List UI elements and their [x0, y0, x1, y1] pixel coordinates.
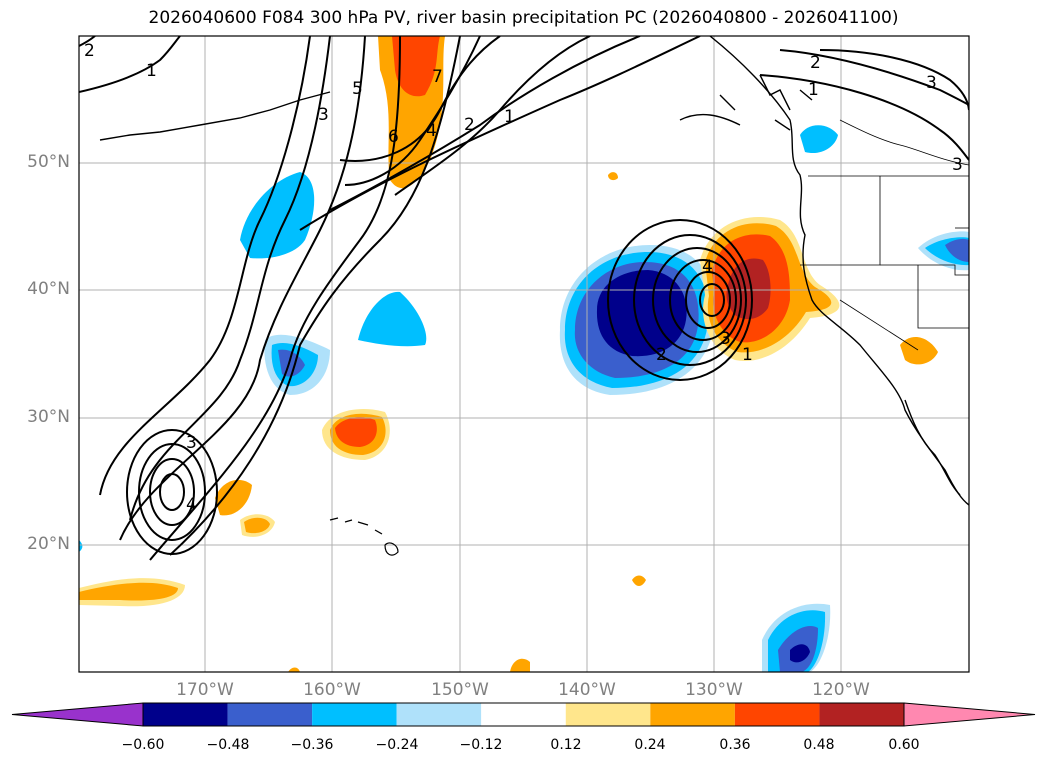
colorbar-tick: −0.36: [282, 737, 342, 753]
colorbar-segment: [481, 703, 566, 726]
colorbar-tick: 0.12: [536, 737, 596, 753]
colorbar-segment: [143, 703, 228, 726]
contour-label: 6: [388, 127, 399, 147]
colorbar-segment: [650, 703, 735, 726]
colorbar-segment: [735, 703, 820, 726]
contour-label: 1: [504, 107, 515, 127]
colorbar-frame: [143, 703, 904, 726]
colorbar-tick: −0.48: [198, 737, 258, 753]
contour-label: 5: [352, 79, 363, 99]
contour-label: 1: [742, 345, 753, 365]
lat-label-50n: 50°N: [10, 152, 70, 172]
contour-label: 3: [186, 433, 197, 453]
lat-label-30n: 30°N: [10, 407, 70, 427]
contour-label: 3: [318, 105, 329, 125]
map-panel: 2 1 3 5 7 6 4 2 1 2 1 3 3 3 4 4 2 3 1: [0, 0, 1047, 700]
contour-label: 4: [702, 257, 713, 277]
contour-label: 2: [464, 115, 475, 135]
contour-label: 2: [810, 53, 821, 73]
colorbar-tick: −0.60: [113, 737, 173, 753]
lon-label-150w: 150°W: [420, 680, 500, 700]
lon-label-140w: 140°W: [547, 680, 627, 700]
colorbar-tick: 0.60: [874, 737, 934, 753]
colorbar-segment: [566, 703, 651, 726]
lon-label-160w: 160°W: [292, 680, 372, 700]
lon-label-120w: 120°W: [801, 680, 881, 700]
map-background: [79, 36, 969, 672]
contour-label: 4: [186, 495, 197, 515]
colorbar-segment: [397, 703, 482, 726]
contour-label: 3: [926, 73, 937, 93]
contour-label: 7: [432, 67, 443, 87]
lon-label-130w: 130°W: [674, 680, 754, 700]
contour-label: 3: [720, 329, 731, 349]
colorbar-extend-max: [904, 703, 1035, 726]
contour-label: 2: [656, 345, 667, 365]
colorbar-extend-min: [12, 703, 143, 726]
lat-label-20n: 20°N: [10, 534, 70, 554]
colorbar-tick: −0.24: [367, 737, 427, 753]
colorbar-segment: [312, 703, 397, 726]
contour-label: 1: [808, 80, 819, 100]
contour-label: 3: [952, 155, 963, 175]
contour-label: 1: [146, 61, 157, 81]
colorbar-tick: 0.36: [705, 737, 765, 753]
colorbar-tick: 0.24: [620, 737, 680, 753]
colorbar-segment: [819, 703, 904, 726]
contour-label: 2: [84, 41, 95, 61]
colorbar-segment: [228, 703, 313, 726]
colorbar-tick: −0.12: [451, 737, 511, 753]
contour-label: 4: [426, 121, 437, 141]
lon-label-170w: 170°W: [165, 680, 245, 700]
colorbar-tick: 0.48: [789, 737, 849, 753]
lat-label-40n: 40°N: [10, 279, 70, 299]
